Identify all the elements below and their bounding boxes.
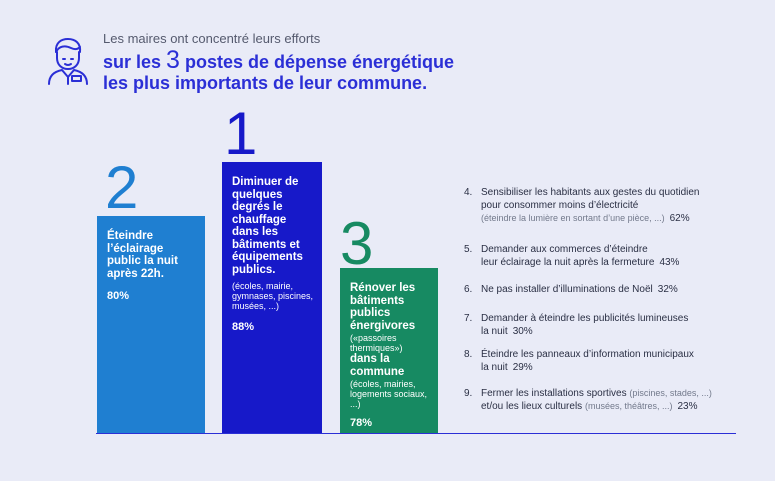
list-item: 5. Demander aux commerces d’éteindre leu… — [464, 244, 680, 268]
chart-baseline — [96, 433, 736, 434]
bar-value-3: 78% — [350, 417, 373, 429]
list-item: 9. Fermer les installations sportives (p… — [464, 388, 712, 412]
person-avatar-icon — [48, 38, 88, 85]
list-item-index: 9. — [464, 388, 473, 399]
bar-value-2: 80% — [107, 290, 130, 302]
bar-note-3b: (écoles, mairies, logements sociaux, ...… — [350, 379, 428, 409]
list-item-value: 29% — [512, 362, 533, 373]
headline-number: 3 — [166, 46, 180, 74]
list-item-value: 62% — [669, 213, 690, 224]
bar-title-3: Rénover les bâtiments publics énergivore… — [350, 282, 416, 332]
list-item-index: 4. — [464, 187, 473, 198]
headline-line2: les plus importants de leur commune. — [103, 73, 428, 93]
bar-title-2: Éteindre l’éclairage public la nuit aprè… — [107, 230, 178, 280]
bar-rank-1: 1 Diminuer de quelques degrés le chauffa… — [222, 104, 322, 433]
list-item-index: 8. — [464, 349, 473, 360]
bar-rank-2: 2 Éteindre l’éclairage public la nuit ap… — [97, 158, 205, 433]
rank-number-3: 3 — [340, 210, 374, 277]
list-item-index: 5. — [464, 244, 473, 255]
list-item-value: 43% — [659, 257, 680, 268]
list-item: 7. Demander à éteindre les publicités lu… — [464, 313, 689, 337]
bar-note-3: («passoires thermiques») — [350, 333, 403, 353]
list-item-value: 30% — [512, 326, 533, 337]
list-item: 4. Sensibiliser les habitants aux gestes… — [464, 187, 700, 224]
headline-before: sur les — [103, 52, 167, 72]
headline-after: postes de dépense énergétique — [179, 52, 455, 72]
rank-number-1: 1 — [224, 100, 258, 167]
list-item-value: 23% — [677, 401, 698, 412]
list-item-value: 32% — [657, 284, 678, 295]
list-item: 8. Éteindre les panneaux d’information m… — [464, 349, 694, 373]
bar-rank-3: 3 Rénover les bâtiments publics énergivo… — [340, 214, 438, 433]
rank-number-2: 2 — [105, 154, 139, 221]
bar-note-1: (écoles, mairie, gymnases, piscines, mus… — [232, 281, 314, 311]
list-item-index: 7. — [464, 313, 473, 324]
bar-value-1: 88% — [232, 321, 255, 333]
bar-title-3b: dans la commune — [350, 353, 405, 378]
bar-title-1: Diminuer de quelques degrés le chauffage… — [232, 176, 303, 276]
list-item-index: 6. — [464, 284, 473, 295]
intro-text: Les maires ont concentré leurs efforts — [103, 31, 321, 46]
headline: sur les 3 postes de dépense énergétique … — [103, 48, 455, 94]
list-item: 6. Ne pas installer d’illuminations de N… — [464, 284, 678, 295]
